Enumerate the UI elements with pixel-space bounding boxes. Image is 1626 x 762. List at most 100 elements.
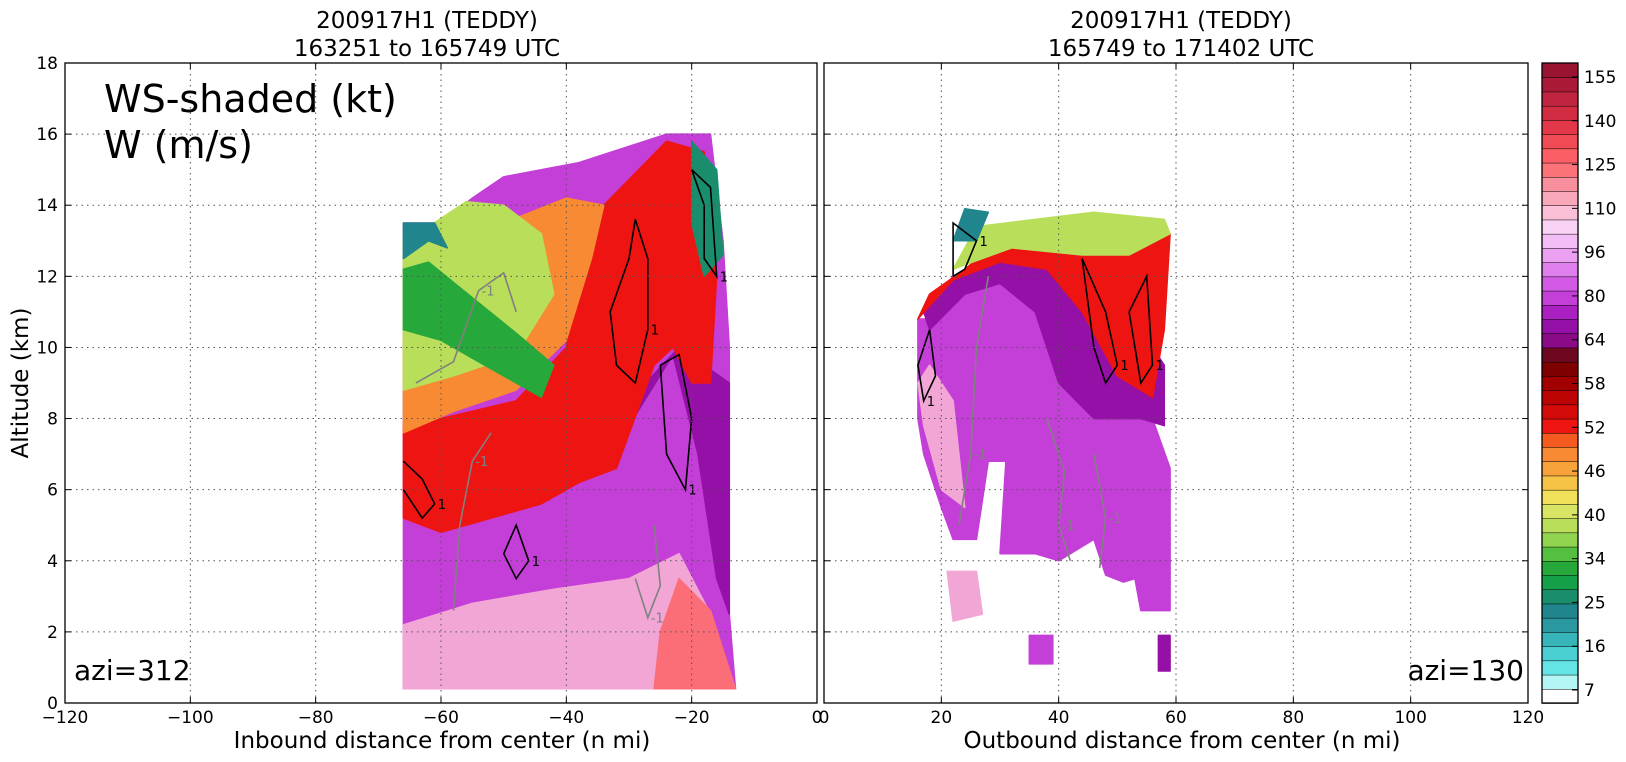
right-contour-6 <box>1093 453 1107 568</box>
colorbar-segment <box>1541 119 1579 135</box>
right-y-ticks <box>824 62 1528 704</box>
left-y-tick-label: 6 <box>47 481 58 501</box>
right-shaded-region-5 <box>952 208 990 242</box>
shading-annotation-line1: WS-shaded (kt) <box>104 77 397 121</box>
colorbar-segment <box>1541 332 1579 349</box>
colorbar-segment <box>1541 361 1579 377</box>
right-x-ticks: 0 20 40 60 80 100 120 <box>819 63 1544 728</box>
colorbar-tick-label: 110 <box>1584 199 1616 219</box>
colorbar-segment <box>1541 389 1579 406</box>
colorbar-segment <box>1541 219 1579 235</box>
left-shaded-region-2 <box>653 577 737 690</box>
left-x-tick-label: 0 <box>812 708 823 728</box>
right-panel: 200917H1 (TEDDY) 165749 to 171402 UTC 11… <box>819 8 1545 754</box>
colorbar-segment <box>1541 105 1579 121</box>
left-panel: 200917H1 (TEDDY) 163251 to 165749 UTC 11… <box>8 8 822 754</box>
left-contour-label-4: 1 <box>438 498 446 513</box>
left-contour-6 <box>452 432 492 611</box>
colorbar-segment <box>1541 233 1579 249</box>
right-shaded-region-4 <box>952 211 1171 270</box>
colorbar-segment <box>1541 304 1579 320</box>
colorbar-segment <box>1541 247 1579 263</box>
left-x-tick-label: −60 <box>423 708 459 728</box>
left-y-tick-label: 12 <box>36 267 58 287</box>
colorbar-tick-label: 16 <box>1584 637 1606 657</box>
colorbar-segment <box>1541 204 1579 221</box>
right-shaded-region-7 <box>1028 634 1054 665</box>
left-x-axis-label: Inbound distance from center (n mi) <box>234 728 651 754</box>
colorbar-segment <box>1541 475 1579 491</box>
colorbar-segment <box>1541 404 1579 420</box>
colorbar-segment <box>1541 489 1579 505</box>
left-y-tick-label: 0 <box>47 694 58 714</box>
colorbar-segment <box>1541 688 1579 704</box>
left-shaded-region-8 <box>402 222 449 260</box>
colorbar-tick-label: 34 <box>1584 550 1606 570</box>
colorbar-segment <box>1541 645 1579 662</box>
left-y-tick-label: 18 <box>36 54 58 74</box>
colorbar-tick-label: 96 <box>1584 243 1606 263</box>
left-shaded-region-7 <box>402 261 555 398</box>
y-axis-label: Altitude (km) <box>8 308 34 459</box>
colorbar-segment <box>1541 176 1579 192</box>
right-contour-0 <box>952 221 978 277</box>
left-title-line1: 200917H1 (TEDDY) <box>316 8 538 34</box>
colorbar-segment <box>1541 432 1579 448</box>
left-y-tick-label: 8 <box>47 410 58 430</box>
colorbar-segment <box>1541 418 1579 434</box>
left-contour-label-2: 1 <box>720 270 728 285</box>
colorbar-segment <box>1541 603 1579 619</box>
colorbar-tick-label: 58 <box>1584 375 1606 395</box>
left-contour-7 <box>634 525 662 621</box>
left-y-tick-label: 10 <box>36 338 58 358</box>
colorbar-segment <box>1541 318 1579 334</box>
colorbar-segment <box>1541 347 1579 363</box>
colorbar-tick-label: 140 <box>1584 112 1616 132</box>
right-x-tick-label: 80 <box>1283 708 1305 728</box>
left-y-tick-label: 14 <box>36 196 58 216</box>
left-x-tick-label: −40 <box>548 708 584 728</box>
right-contour-label-5: -1 <box>1062 519 1075 534</box>
right-plot-area <box>917 208 1171 672</box>
left-shaded-region-4 <box>402 140 718 534</box>
colorbar-segment <box>1541 517 1579 534</box>
colorbar-tick-label: 46 <box>1584 462 1606 482</box>
right-shaded-region-6 <box>946 570 984 622</box>
left-contour-5 <box>415 271 517 384</box>
left-y-tick-label: 2 <box>47 623 58 643</box>
colorbar-segment <box>1541 574 1579 590</box>
colorbar-tick-label: 25 <box>1584 593 1606 613</box>
right-azimuth-label: azi=130 <box>1407 654 1524 687</box>
right-contour-2 <box>1128 273 1154 386</box>
colorbar-segment <box>1541 674 1579 690</box>
right-contours: 1 1 1 1 -1 -1 -1 <box>917 221 1164 568</box>
right-contour-1 <box>1081 258 1119 385</box>
right-contour-label-2: 1 <box>1156 359 1164 374</box>
right-x-tick-label: 120 <box>1512 708 1544 728</box>
right-x-tick-label: 0 <box>819 708 830 728</box>
right-title-line2: 165749 to 171402 UTC <box>1048 36 1314 62</box>
right-x-axis-label: Outbound distance from center (n mi) <box>964 728 1401 754</box>
right-contour-3 <box>917 329 937 404</box>
colorbar-segment <box>1541 148 1579 164</box>
left-x-tick-label: −120 <box>42 708 89 728</box>
colorbar-tick-label: 7 <box>1584 681 1595 701</box>
colorbar-segment <box>1541 503 1579 519</box>
colorbar-tick-label: 125 <box>1584 156 1616 176</box>
left-y-ticks: 0 2 4 6 8 10 12 14 16 18 <box>36 54 817 714</box>
shading-annotation-line2: W (m/s) <box>104 123 253 167</box>
colorbar-tick-label: 155 <box>1584 68 1616 88</box>
left-contour-3 <box>502 523 530 581</box>
colorbar-segment <box>1541 460 1579 477</box>
left-y-tick-label: 4 <box>47 552 58 572</box>
colorbar-segment <box>1541 76 1579 93</box>
right-grid <box>824 63 1528 703</box>
left-contour-1 <box>659 353 693 493</box>
left-azimuth-label: azi=312 <box>74 654 191 687</box>
left-shaded-region-9 <box>690 140 724 278</box>
colorbar-segment <box>1541 290 1579 306</box>
right-x-tick-label: 100 <box>1394 708 1426 728</box>
colorbar-segment <box>1541 276 1579 292</box>
